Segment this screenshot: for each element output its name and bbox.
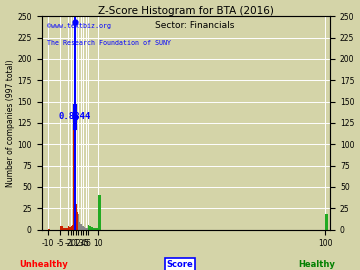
Bar: [83, 226, 84, 229]
Bar: [68, 226, 69, 229]
Bar: [94, 228, 96, 230]
Bar: [93, 228, 94, 230]
Bar: [72, 225, 73, 229]
Bar: [84, 227, 85, 230]
Bar: [97, 228, 98, 230]
Bar: [60, 226, 63, 229]
Bar: [88, 225, 89, 229]
Text: Unhealthy: Unhealthy: [19, 260, 68, 269]
Bar: [69, 227, 71, 230]
Text: Score: Score: [167, 260, 193, 269]
Bar: [85, 228, 86, 230]
Bar: [87, 228, 88, 230]
Bar: [63, 228, 66, 230]
Text: The Research Foundation of SUNY: The Research Foundation of SUNY: [47, 40, 171, 46]
Text: ©www.textbiz.org: ©www.textbiz.org: [47, 23, 111, 29]
Bar: [96, 228, 97, 230]
Bar: [325, 214, 328, 230]
Bar: [86, 228, 87, 230]
Bar: [82, 226, 83, 229]
Bar: [81, 224, 82, 229]
Bar: [91, 227, 92, 230]
Bar: [98, 195, 101, 230]
Bar: [71, 226, 72, 229]
Title: Z-Score Histogram for BTA (2016): Z-Score Histogram for BTA (2016): [98, 6, 274, 16]
Y-axis label: Number of companies (997 total): Number of companies (997 total): [5, 59, 14, 187]
Text: Healthy: Healthy: [298, 260, 335, 269]
Bar: [89, 226, 91, 229]
FancyBboxPatch shape: [74, 105, 76, 129]
Bar: [67, 228, 68, 230]
Text: 0.8844: 0.8844: [59, 113, 91, 122]
Bar: [48, 229, 50, 230]
Bar: [66, 228, 67, 230]
Bar: [92, 227, 93, 230]
Text: Sector: Financials: Sector: Financials: [155, 21, 234, 30]
